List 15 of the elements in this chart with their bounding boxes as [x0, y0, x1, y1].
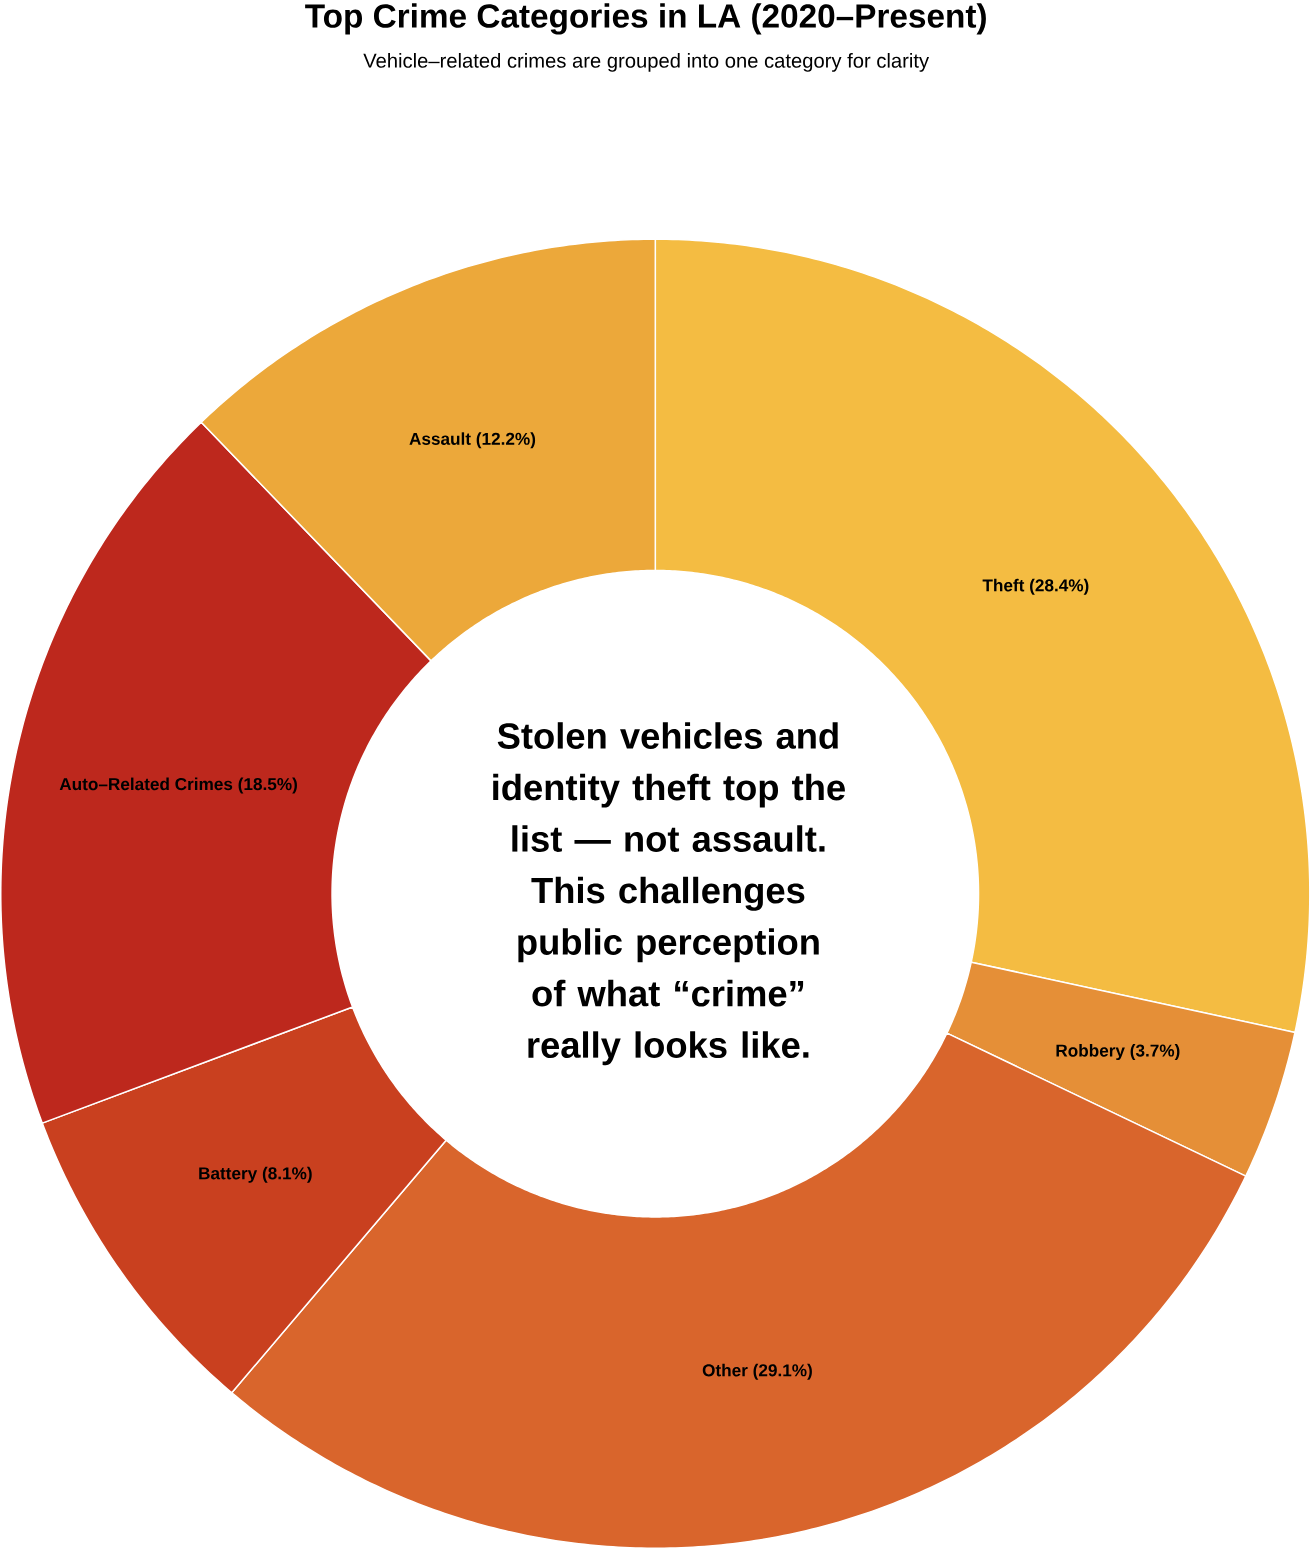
slice-label: Robbery: [1056, 1044, 1126, 1061]
chart-title: Top Crime Categories in LA (2020–Present): [305, 3, 987, 35]
slice-label: Theft: [982, 578, 1025, 592]
data-label: (12.2%): [476, 432, 536, 449]
data-label: (8.1%): [263, 1166, 312, 1183]
data-label: (3.7%): [1130, 1044, 1180, 1061]
data-label: (29.1%): [753, 1363, 813, 1380]
slice-label: Battery: [199, 1167, 258, 1183]
slice-label: Other: [702, 1363, 748, 1377]
slice-label: Auto–Related Crimes: [59, 777, 233, 791]
slice-label: Assault: [409, 432, 472, 445]
data-label: (18.5%): [238, 777, 298, 794]
chart-subtitle: Vehicle–related crimes are grouped into one category for clarity: [363, 52, 930, 72]
text: Stolen vehicles and identity theft top the list — not assault. This challenges public perception of what “crime” really looks like.: [493, 722, 846, 1066]
data-label: (28.4%): [1030, 578, 1089, 595]
